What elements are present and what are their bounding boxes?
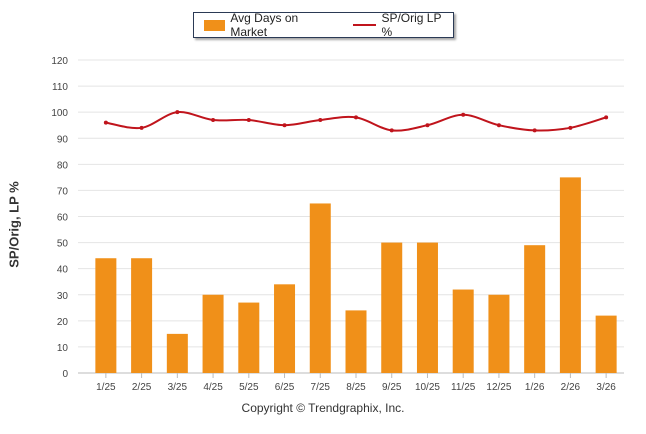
x-tick-label: 2/25 <box>132 382 152 393</box>
line-point-4-25[interactable] <box>211 117 216 122</box>
line-point-7-25[interactable] <box>318 117 323 122</box>
bar-2-26[interactable] <box>559 177 581 373</box>
x-tick-label: 6/25 <box>275 382 295 393</box>
y-tick-label: 90 <box>57 134 69 145</box>
bar-3-25[interactable] <box>166 333 188 373</box>
bar-5-25[interactable] <box>238 302 260 373</box>
legend-label-line: SP/Orig LP % <box>381 11 442 39</box>
y-axis-ticks: 0 10 20 30 40 50 60 70 80 90 100 110 120 <box>51 56 68 380</box>
y-tick-label: 0 <box>62 369 68 380</box>
bar-10-25[interactable] <box>416 242 438 373</box>
line-point-2-26[interactable] <box>568 125 573 130</box>
bar-7-25[interactable] <box>309 203 331 373</box>
x-tick-label: 12/25 <box>486 382 511 393</box>
y-tick-label: 10 <box>57 343 69 354</box>
line-point-6-25[interactable] <box>282 123 287 128</box>
line-point-3-25[interactable] <box>175 110 180 115</box>
gridlines <box>78 59 624 374</box>
bar-6-25[interactable] <box>274 284 296 373</box>
line-point-12-25[interactable] <box>496 123 501 128</box>
bar-12-25[interactable] <box>488 294 510 373</box>
x-tick-label: 1/26 <box>525 382 545 393</box>
bar-4-25[interactable] <box>202 294 224 373</box>
bar-series <box>95 177 617 373</box>
x-tick-label: 3/26 <box>596 382 616 393</box>
bar-1-25[interactable] <box>95 258 117 373</box>
bar-11-25[interactable] <box>452 289 474 373</box>
x-tick-label: 1/25 <box>96 382 116 393</box>
y-tick-label: 30 <box>57 291 69 302</box>
bar-8-25[interactable] <box>345 310 367 373</box>
x-tick-label: 7/25 <box>311 382 331 393</box>
y-tick-label: 70 <box>57 186 69 197</box>
legend-swatch-line <box>353 24 377 26</box>
x-tick-label: 11/25 <box>451 382 476 393</box>
x-tick-label: 4/25 <box>203 382 223 393</box>
bar-3-26[interactable] <box>595 315 617 373</box>
x-tick-label: 9/25 <box>382 382 402 393</box>
legend-item-line[interactable]: SP/Orig LP % <box>345 11 453 39</box>
bar-2-25[interactable] <box>131 258 153 373</box>
legend-item-bar[interactable]: Avg Days on Market <box>204 11 335 39</box>
x-tick-label: 5/25 <box>239 382 259 393</box>
line-point-2-25[interactable] <box>139 125 144 130</box>
line-path <box>105 111 607 132</box>
x-tick-label: 10/25 <box>415 382 440 393</box>
line-point-3-26[interactable] <box>604 115 609 120</box>
y-tick-label: 40 <box>57 265 69 276</box>
y-tick-label: 60 <box>57 213 69 224</box>
line-series <box>103 110 609 133</box>
line-point-1-26[interactable] <box>532 128 537 133</box>
line-point-5-25[interactable] <box>246 117 251 122</box>
x-tick-label: 8/25 <box>346 382 366 393</box>
line-point-9-25[interactable] <box>389 128 394 133</box>
x-tick-label: 2/26 <box>561 382 581 393</box>
y-tick-label: 110 <box>52 82 68 93</box>
legend-label-bar: Avg Days on Market <box>230 11 299 39</box>
line-point-10-25[interactable] <box>425 123 430 128</box>
x-axis-ticks: 1/25 2/25 3/25 4/25 5/25 6/25 7/25 8/25 9/25 10/2… <box>96 373 616 393</box>
bar-9-25[interactable] <box>381 242 403 373</box>
x-tick-label: 3/25 <box>168 382 188 393</box>
legend-swatch-bar <box>204 19 226 31</box>
line-point-8-25[interactable] <box>354 115 358 120</box>
y-tick-label: 100 <box>51 108 68 119</box>
y-tick-label: 50 <box>57 239 69 250</box>
bar-1-26[interactable] <box>524 245 546 373</box>
legend: Avg Days on Market SP/Orig LP % <box>193 11 454 39</box>
y-tick-label: 20 <box>57 317 69 328</box>
line-point-1-25[interactable] <box>103 120 108 125</box>
y-tick-label: 120 <box>51 56 68 67</box>
y-tick-label: 80 <box>57 160 69 171</box>
y-axis-label: SP/Orig, LP % <box>6 181 22 268</box>
line-point-11-25[interactable] <box>461 112 466 117</box>
copyright-text: Copyright © Trendgraphix, Inc. <box>241 401 405 415</box>
